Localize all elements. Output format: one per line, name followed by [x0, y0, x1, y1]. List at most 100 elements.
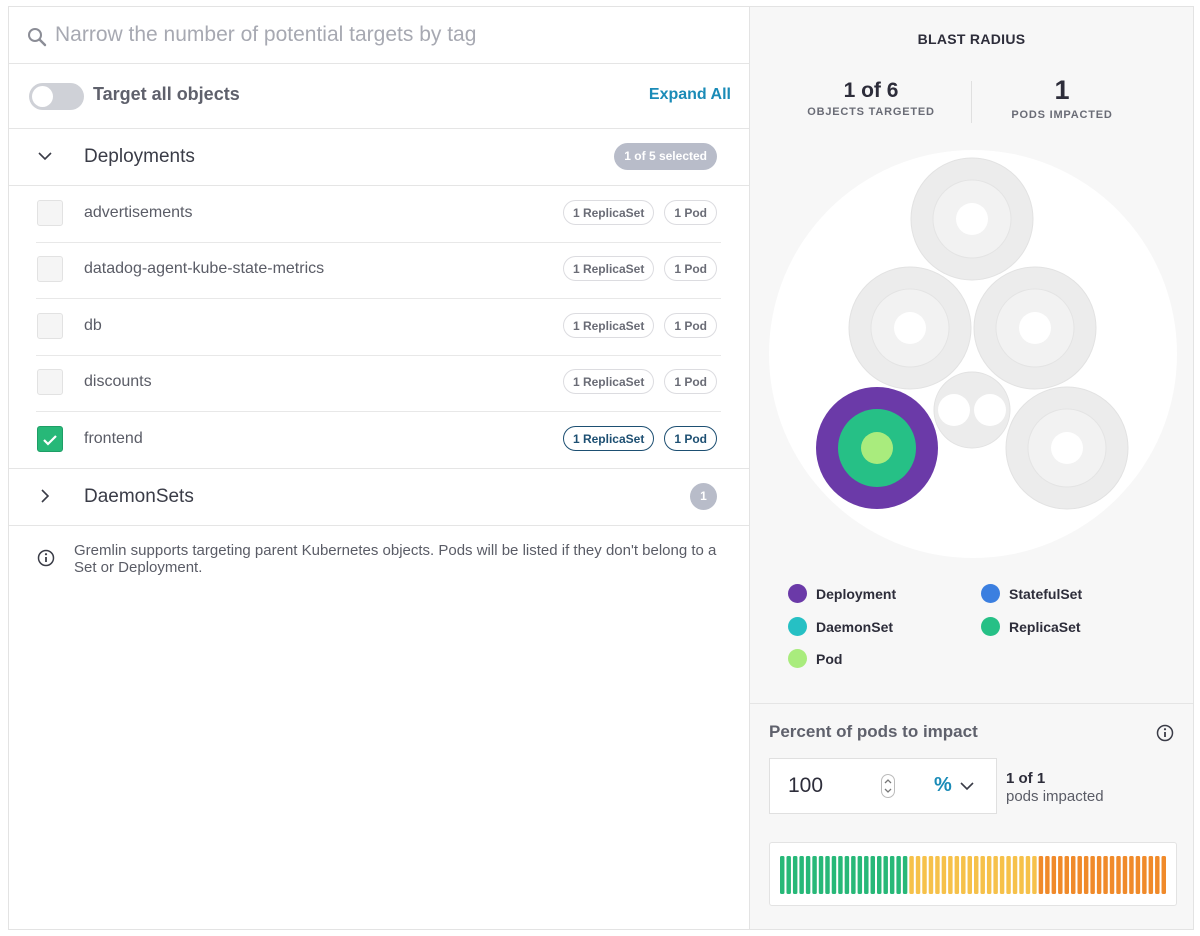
meter-segment — [1096, 856, 1102, 894]
list-item[interactable]: discounts 1 ReplicaSet 1 Pod — [36, 355, 721, 412]
meter-segment — [844, 856, 850, 894]
meter-segment — [889, 856, 895, 894]
blast-radius-bubble-chart — [769, 150, 1177, 558]
item-name: db — [84, 317, 102, 334]
legend-dot — [981, 584, 1000, 603]
meter-segment — [1135, 856, 1141, 894]
percent-impact-label: Percent of pods to impact — [769, 722, 978, 741]
stepper-arrows-icon — [884, 779, 892, 793]
toggle-knob — [32, 86, 53, 107]
item-checkbox[interactable] — [37, 426, 63, 452]
meter-segment — [780, 856, 785, 894]
meter-segment — [864, 856, 869, 894]
meter-segment — [980, 856, 985, 894]
unit-select-value: % — [934, 774, 952, 796]
pod-count-pill: 1 Pod — [664, 256, 717, 281]
expand-all-link[interactable]: Expand All — [648, 86, 731, 103]
percent-impact-section: Percent of pods to impact % — [750, 703, 1193, 930]
legend-dot — [788, 649, 807, 668]
meter-segment — [1045, 856, 1050, 894]
group-title-deployments: Deployments — [84, 146, 195, 167]
meter-segment — [812, 856, 817, 894]
item-checkbox[interactable] — [37, 200, 63, 226]
unit-select[interactable]: % — [915, 758, 997, 814]
meter-segment — [838, 856, 843, 894]
legend-dot — [981, 617, 1000, 636]
meter-segment — [928, 856, 934, 894]
meter-segment — [1090, 856, 1095, 894]
group-header-deployments[interactable]: Deployments 1 of 5 selected — [9, 129, 749, 186]
item-checkbox[interactable] — [37, 313, 63, 339]
impact-summary-label: pods impacted — [1006, 788, 1104, 805]
meter-segment — [999, 856, 1005, 894]
meter-segment — [1032, 856, 1037, 894]
objects-targeted-label: OBJECTS TARGETED — [807, 106, 935, 118]
pod-count-pill: 1 Pod — [664, 369, 717, 394]
meter-segment — [1161, 856, 1166, 894]
info-note-text: Gremlin supports targeting parent Kubern… — [74, 542, 717, 576]
meter-segment — [792, 856, 798, 894]
percent-input-box — [769, 758, 916, 814]
list-item[interactable]: datadog-agent-kube-state-metrics 1 Repli… — [36, 242, 721, 299]
list-item[interactable]: advertisements 1 ReplicaSet 1 Pod — [36, 186, 721, 243]
meter-segment — [896, 856, 901, 894]
chevron-right-icon[interactable] — [37, 488, 53, 504]
impact-summary-count: 1 of 1 — [1006, 770, 1046, 787]
meter-segment — [1122, 856, 1128, 894]
meter-segment — [805, 856, 811, 894]
meter-segment — [1058, 856, 1063, 894]
legend-label: StatefulSet — [1009, 586, 1083, 602]
meter-segment — [825, 856, 830, 894]
meter-segment — [1025, 856, 1031, 894]
meter-segment — [851, 856, 856, 894]
percent-input[interactable] — [788, 771, 878, 801]
meter-segment — [818, 856, 824, 894]
meter-segment — [1051, 856, 1057, 894]
deployment-bubble — [1005, 386, 1129, 510]
meter-segment — [1155, 856, 1160, 894]
legend-dot — [788, 584, 807, 603]
meter-segment — [1019, 856, 1024, 894]
meter-segment — [961, 856, 966, 894]
group-title-daemonsets: DaemonSets — [84, 486, 194, 507]
number-stepper[interactable] — [881, 774, 895, 798]
group-header-daemonsets[interactable]: DaemonSets 1 — [9, 469, 749, 526]
meter-segment — [883, 856, 888, 894]
item-checkbox[interactable] — [37, 369, 63, 395]
meter-segment — [993, 856, 998, 894]
tag-search-input[interactable] — [55, 19, 715, 51]
meter-segment — [954, 856, 960, 894]
item-name: advertisements — [84, 204, 193, 221]
count-badge: 1 — [690, 483, 717, 510]
replicaset-count-pill: 1 ReplicaSet — [562, 313, 655, 338]
meter-segment — [870, 856, 875, 894]
item-checkbox[interactable] — [37, 256, 63, 282]
meter-segment — [1116, 856, 1121, 894]
meter-segment — [1083, 856, 1089, 894]
pods-impacted-stat: 1 PODS IMPACTED — [962, 75, 1162, 121]
checkmark-icon — [43, 435, 57, 446]
replicaset-count-pill: 1 ReplicaSet — [562, 369, 655, 394]
deployment-bubble — [973, 266, 1097, 390]
chevron-down-icon[interactable] — [37, 148, 53, 164]
meter-segment — [902, 856, 908, 894]
impact-summary: 1 of 1 pods impacted — [1006, 770, 1104, 805]
meter-segment — [967, 856, 972, 894]
legend-label: DaemonSet — [816, 619, 894, 635]
list-item[interactable]: db 1 ReplicaSet 1 Pod — [36, 299, 721, 356]
info-icon[interactable] — [1156, 724, 1174, 742]
legend-label: Pod — [816, 651, 843, 667]
target-all-toggle[interactable] — [29, 83, 84, 110]
selected-deployment-bubble — [816, 387, 938, 509]
pods-impacted-value: 1 — [1054, 75, 1070, 105]
selection-count-badge: 1 of 5 selected — [614, 143, 717, 170]
meter-segment — [1071, 856, 1076, 894]
list-item[interactable]: frontend 1 ReplicaSet 1 Pod — [36, 412, 721, 468]
impact-meter — [769, 842, 1177, 906]
impact-meter-bars — [780, 856, 1166, 894]
target-all-label: Target all objects — [93, 84, 240, 104]
meter-segment — [877, 856, 882, 894]
meter-segment — [941, 856, 947, 894]
meter-segment — [857, 856, 863, 894]
meter-segment — [915, 856, 921, 894]
